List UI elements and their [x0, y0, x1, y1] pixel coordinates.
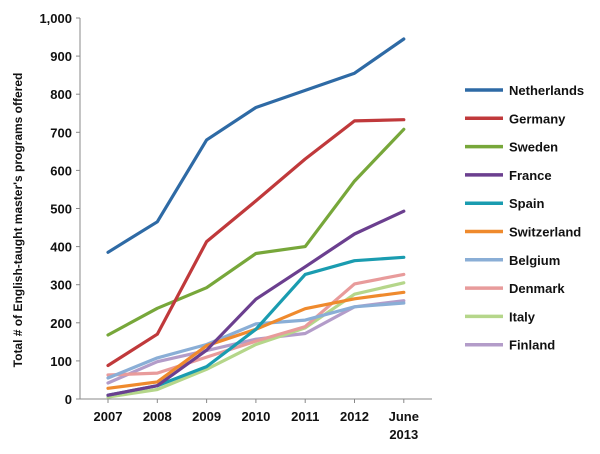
legend-label-switzerland: Switzerland [509, 225, 581, 240]
x-tick-label: 2009 [192, 409, 221, 424]
y-tick-label: 600 [50, 163, 72, 178]
y-tick-label: 300 [50, 278, 72, 293]
y-tick-label: 200 [50, 316, 72, 331]
x-tick-label: 2007 [94, 409, 123, 424]
y-axis-label: Total # of English-taught master's progr… [11, 73, 25, 368]
legend-label-denmark: Denmark [509, 281, 565, 296]
y-tick-label: 800 [50, 87, 72, 102]
y-tick-label: 0 [65, 392, 72, 407]
legend-label-france: France [509, 168, 552, 183]
legend-label-italy: Italy [509, 309, 536, 324]
x-tick-label: 2010 [241, 409, 270, 424]
series-line-denmark [106, 272, 406, 377]
y-tick-label: 100 [50, 354, 72, 369]
series-line-belgium [106, 301, 406, 380]
series-lines [106, 37, 406, 399]
series-line-italy [106, 281, 406, 399]
x-tick-label: June 2013 [389, 409, 419, 442]
y-axis-title: Total # of English-taught master's progr… [11, 73, 25, 368]
series-line-france [106, 209, 406, 397]
y-tick-label: 400 [50, 240, 72, 255]
series-line-sweden [106, 127, 406, 337]
legend-label-sweden: Sweden [509, 140, 558, 155]
y-tick-labels: 0 100 200 300 400 500 600 700 800 900 1,000 [39, 11, 80, 407]
y-tick-label: 700 [50, 125, 72, 140]
x-tick-label: 2012 [340, 409, 369, 424]
y-tick-label: 500 [50, 202, 72, 217]
x-tick-label: 2011 [291, 409, 319, 424]
y-tick-label: 1,000 [39, 11, 72, 26]
legend-label-germany: Germany [509, 111, 566, 126]
legend-label-belgium: Belgium [509, 253, 560, 268]
x-tick-labels: 2007 2008 2009 2010 2011 2012 June 2013 [94, 399, 419, 442]
legend: Netherlands Germany Sweden France Spain Switz… [465, 83, 584, 353]
legend-label-finland: Finland [509, 338, 555, 353]
series-line-germany [106, 118, 406, 368]
legend-label-netherlands: Netherlands [509, 83, 584, 98]
y-tick-label: 900 [50, 49, 72, 64]
series-line-netherlands [106, 37, 406, 254]
legend-label-spain: Spain [509, 196, 544, 211]
x-tick-label: 2008 [143, 409, 172, 424]
